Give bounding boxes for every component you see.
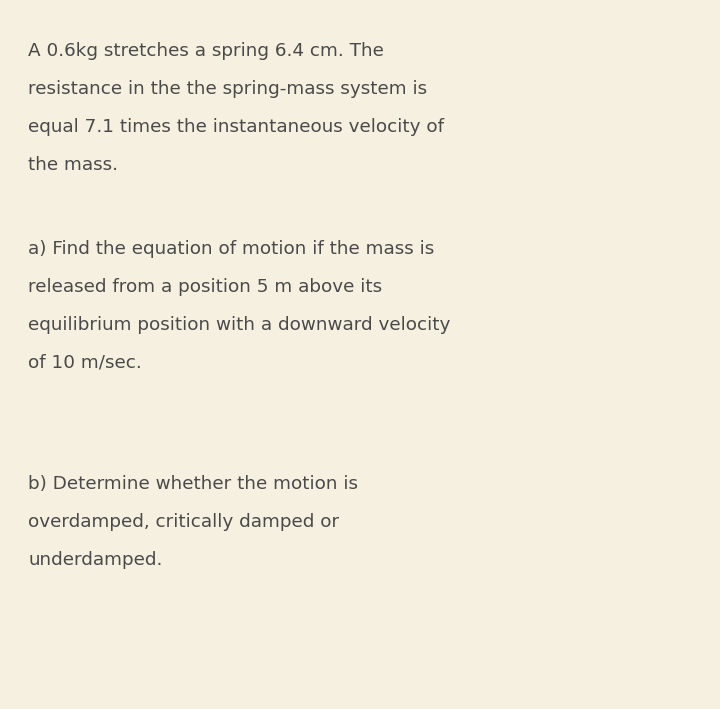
Text: released from a position 5 m above its: released from a position 5 m above its bbox=[28, 278, 382, 296]
Text: equal 7.1 times the instantaneous velocity of: equal 7.1 times the instantaneous veloci… bbox=[28, 118, 444, 136]
Text: b) Determine whether the motion is: b) Determine whether the motion is bbox=[28, 475, 358, 493]
Text: underdamped.: underdamped. bbox=[28, 551, 163, 569]
Text: of 10 m/sec.: of 10 m/sec. bbox=[28, 354, 142, 372]
Text: A 0.6kg stretches a spring 6.4 cm. The: A 0.6kg stretches a spring 6.4 cm. The bbox=[28, 42, 384, 60]
Text: a) Find the equation of motion if the mass is: a) Find the equation of motion if the ma… bbox=[28, 240, 434, 257]
Text: overdamped, critically damped or: overdamped, critically damped or bbox=[28, 513, 339, 531]
Text: the mass.: the mass. bbox=[28, 156, 118, 174]
Text: resistance in the the spring-mass system is: resistance in the the spring-mass system… bbox=[28, 80, 427, 98]
Text: equilibrium position with a downward velocity: equilibrium position with a downward vel… bbox=[28, 316, 451, 334]
